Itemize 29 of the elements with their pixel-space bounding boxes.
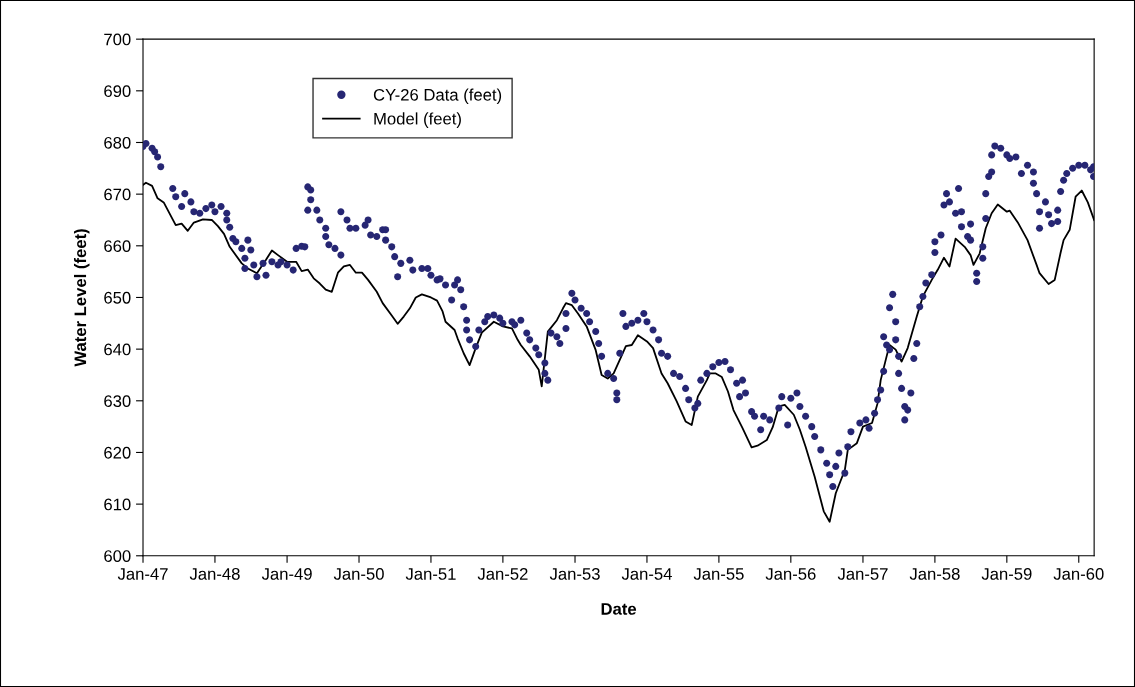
x-tick-label: Jan-53 bbox=[549, 568, 600, 580]
y-tick-label: 690 bbox=[104, 85, 131, 98]
x-tick-label: Jan-56 bbox=[765, 568, 816, 580]
y-axis-title: Water Level (feet) bbox=[73, 229, 90, 367]
x-tick-label: Jan-52 bbox=[477, 568, 528, 580]
legend-label: Model (feet) bbox=[374, 112, 461, 128]
legend-label: CY-26 Data (feet) bbox=[373, 88, 502, 105]
x-tick-label: Jan-48 bbox=[189, 568, 240, 580]
x-tick-label: Jan-60 bbox=[1053, 568, 1104, 580]
y-tick-label: 600 bbox=[104, 550, 131, 562]
x-tick-label: Jan-55 bbox=[693, 568, 744, 580]
y-tick-label: 610 bbox=[104, 498, 131, 511]
y-tick-label: 670 bbox=[104, 188, 131, 201]
x-axis-title: Date bbox=[601, 603, 637, 615]
x-tick-label: Jan-51 bbox=[405, 568, 456, 580]
x-tick-label: Jan-50 bbox=[333, 568, 384, 580]
x-tick-label: Jan-49 bbox=[261, 568, 312, 580]
x-tick-label: Jan-59 bbox=[981, 568, 1032, 580]
y-tick-label: 620 bbox=[104, 446, 131, 459]
y-tick-label: 660 bbox=[104, 240, 131, 253]
y-tick-label: 650 bbox=[104, 291, 131, 304]
x-tick-label: Jan-58 bbox=[909, 568, 960, 580]
x-tick-label: Jan-57 bbox=[837, 568, 888, 580]
y-tick-label: 630 bbox=[104, 395, 131, 407]
x-tick-label: Jan-47 bbox=[117, 568, 168, 580]
y-tick-label: 640 bbox=[104, 343, 131, 356]
y-tick-label: 700 bbox=[104, 33, 131, 46]
y-tick-label: 680 bbox=[104, 136, 131, 149]
x-tick-label: Jan-54 bbox=[621, 568, 672, 580]
